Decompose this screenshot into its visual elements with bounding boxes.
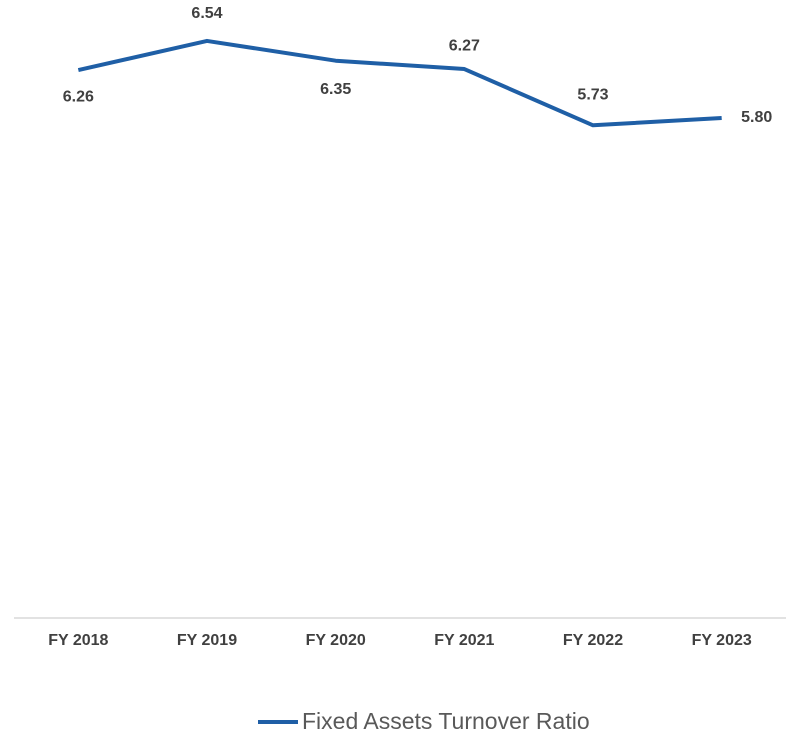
x-tick-label: FY 2019 — [177, 632, 237, 649]
data-label: 6.26 — [63, 88, 94, 105]
x-tick-label: FY 2018 — [48, 632, 108, 649]
line-series — [77, 38, 722, 128]
data-label: 6.27 — [449, 37, 480, 54]
data-label: 5.80 — [741, 109, 772, 126]
data-label: 5.73 — [577, 87, 608, 104]
x-tick-label: FY 2022 — [563, 632, 623, 649]
x-tick-label: FY 2021 — [434, 632, 494, 649]
x-tick-label: FY 2023 — [692, 632, 752, 649]
x-tick-label: FY 2020 — [306, 632, 366, 649]
data-label: 6.54 — [191, 5, 222, 22]
data-label: 6.35 — [320, 81, 351, 98]
legend-label: Fixed Assets Turnover Ratio — [302, 708, 590, 734]
